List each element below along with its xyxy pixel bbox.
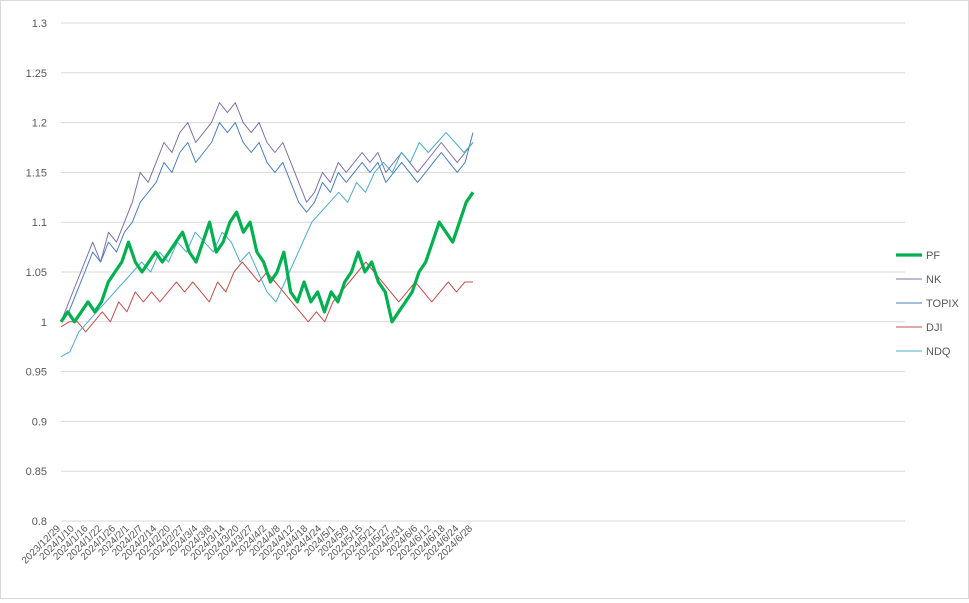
series-line-topix (60, 122, 474, 323)
x-axis-tick-labels: 2023/12/292024/1/102024/1/162024/1/22202… (20, 523, 475, 566)
legend-label-pf: PF (926, 250, 940, 262)
y-axis-tick-labels: 1.3 1.25 1.2 1.15 1.1 1.05 1 0.95 0.9 0.85 0.8 (26, 18, 47, 528)
y-tick-label: 0.8 (32, 516, 47, 528)
y-tick-label: 1.3 (32, 18, 47, 30)
series-lines (59, 102, 475, 358)
y-tick-label: 1.1 (32, 217, 47, 229)
legend-label-ndq: NDQ (926, 346, 951, 358)
series-line-ndq (60, 132, 474, 358)
gridlines (61, 22, 905, 522)
y-tick-label: 0.85 (26, 466, 47, 478)
y-tick-label: 1.25 (26, 68, 47, 80)
y-tick-label: 1.05 (26, 267, 47, 279)
y-tick-label: 1.15 (26, 167, 47, 179)
series-line-nk (60, 102, 474, 322)
legend-label-dji: DJI (926, 322, 943, 334)
legend-label-nk: NK (926, 274, 942, 286)
y-tick-label: 1 (41, 317, 47, 329)
y-tick-label: 0.95 (26, 367, 47, 379)
y-tick-label: 0.9 (32, 416, 47, 428)
series-line-pf (59, 191, 475, 324)
legend: PF NK TOPIX DJI NDQ (896, 250, 959, 358)
legend-label-topix: TOPIX (926, 298, 959, 310)
y-tick-label: 1.2 (32, 118, 47, 130)
